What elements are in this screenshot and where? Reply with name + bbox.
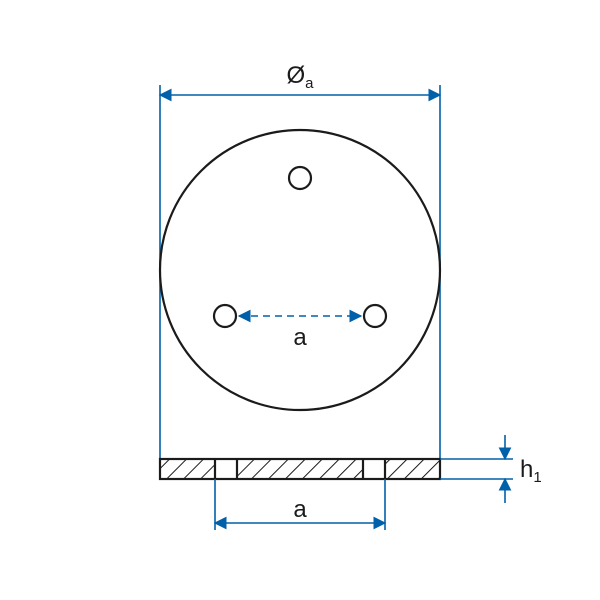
plate-outer-circle	[160, 130, 440, 410]
hatch-segment-2	[385, 459, 440, 479]
hatch-segment-0	[160, 459, 215, 479]
side-view: a h1	[160, 435, 542, 530]
dimension-dia-a-label: Øa	[286, 62, 314, 92]
engineering-drawing: a Øa a h1	[0, 0, 600, 600]
mounting-hole-0	[289, 167, 311, 189]
mounting-hole-1	[214, 305, 236, 327]
top-view: a Øa	[160, 62, 440, 459]
dimension-h1-label: h1	[520, 456, 542, 486]
hatch-segment-1	[237, 459, 363, 479]
dimension-a-bottom-label: a	[293, 496, 307, 523]
mounting-hole-2	[364, 305, 386, 327]
dimension-a-top-label: a	[293, 324, 307, 351]
